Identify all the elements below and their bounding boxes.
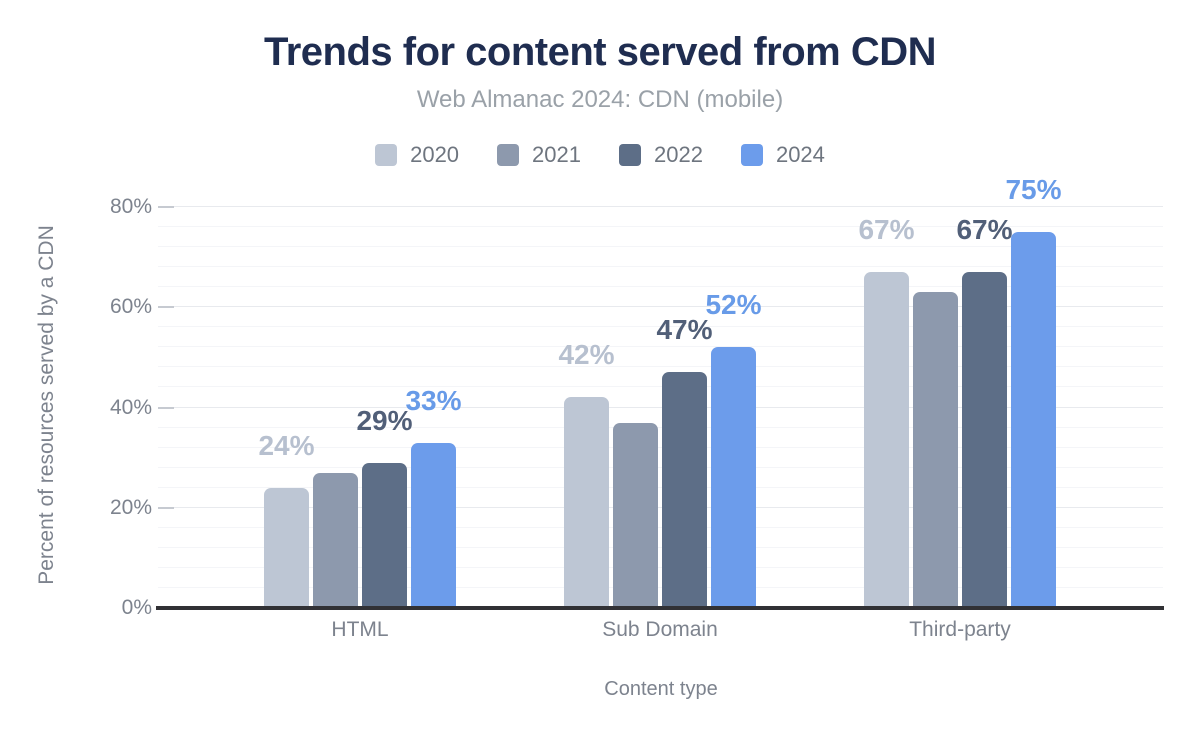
legend-label: 2020 [410,142,460,167]
legend-label: 2024 [775,142,825,167]
legend-label: 2022 [654,142,703,167]
x-category-label-Third-party: Third-party [909,618,1011,641]
minor-gridline [158,446,1163,448]
legend-swatch-icon [375,144,398,166]
x-category-label-HTML: HTML [331,618,389,641]
legend-swatch-icon [497,144,520,166]
value-label-Third-party-2022: 67% [956,214,1013,246]
minor-gridline [158,426,1163,428]
minor-gridline [158,386,1163,388]
y-axis-title: Percent of resources served by a CDN [35,225,58,585]
minor-gridline [158,346,1163,348]
minor-gridline [158,366,1163,368]
legend-item-2022: 2022 [619,142,703,168]
value-label-Sub Domain-2020: 42% [558,339,615,371]
major-gridline [158,306,1163,308]
y-tick-mark [158,506,174,509]
bar-Sub Domain-2021[interactable] [613,422,658,608]
x-category-label-Sub Domain: Sub Domain [602,618,718,641]
major-gridline [158,206,1163,207]
value-label-Sub Domain-2022: 47% [656,314,713,346]
minor-gridline [158,526,1163,528]
bar-Sub Domain-2024[interactable] [711,347,756,608]
legend-swatch-icon [740,144,763,166]
major-gridline [158,406,1163,408]
x-axis-title: Content type [604,678,718,700]
y-tick-label: 80% [109,195,152,218]
y-tick-mark [158,306,174,309]
y-tick-label: 0% [121,596,152,619]
bar-Third-party-2024[interactable] [1011,232,1056,608]
value-label-Third-party-2024: 75% [1005,174,1062,206]
major-gridline [158,506,1163,508]
minor-gridline [158,586,1163,588]
minor-gridline [158,286,1163,288]
value-label-Third-party-2020: 67% [858,214,915,246]
minor-gridline [158,566,1163,568]
minor-gridline [158,226,1163,228]
minor-gridline [158,486,1163,488]
bar-Sub Domain-2020[interactable] [564,397,609,608]
legend-swatch-icon [619,144,641,166]
bar-HTML-2024[interactable] [411,442,456,608]
minor-gridline [158,246,1163,248]
bar-Third-party-2022[interactable] [962,272,1007,608]
bar-Third-party-2021[interactable] [913,292,958,608]
bar-group-Third-party [864,188,1056,608]
bar-HTML-2021[interactable] [313,472,358,608]
value-label-HTML-2024: 33% [405,384,462,416]
bar-HTML-2020[interactable] [264,487,309,608]
value-label-HTML-2022: 29% [356,404,413,436]
minor-gridline [158,546,1163,548]
y-tick-label: 40% [109,395,152,419]
value-label-HTML-2020: 24% [258,429,315,461]
legend-label: 2021 [532,142,581,167]
bar-Sub Domain-2022[interactable] [662,372,707,608]
legend-item-2024: 2024 [740,142,825,168]
bar-Third-party-2020[interactable] [864,272,909,608]
chart-subtitle: Web Almanac 2024: CDN (mobile) [416,86,784,113]
legend-item-2020: 2020 [375,142,459,168]
y-tick-label: 20% [109,495,152,519]
bar-group-HTML [264,188,456,608]
y-tick-mark [158,206,174,208]
value-label-Sub Domain-2024: 52% [705,289,762,321]
legend-item-2021: 2021 [497,142,581,168]
bar-HTML-2022[interactable] [362,462,407,608]
x-axis-line [156,606,1164,610]
minor-gridline [158,326,1163,328]
minor-gridline [158,466,1163,468]
legend: 2020 2021 2022 2024 [0,142,1200,168]
plot-area: 24% 29% 33% 42% 47% 52% 67% 67% 75% [158,174,1163,608]
bar-group-Sub Domain [564,188,756,608]
y-tick-label: 60% [109,295,152,319]
y-tick-mark [158,406,174,409]
minor-gridline [158,266,1163,268]
chart-title: Trends for content served from CDN [263,30,937,74]
